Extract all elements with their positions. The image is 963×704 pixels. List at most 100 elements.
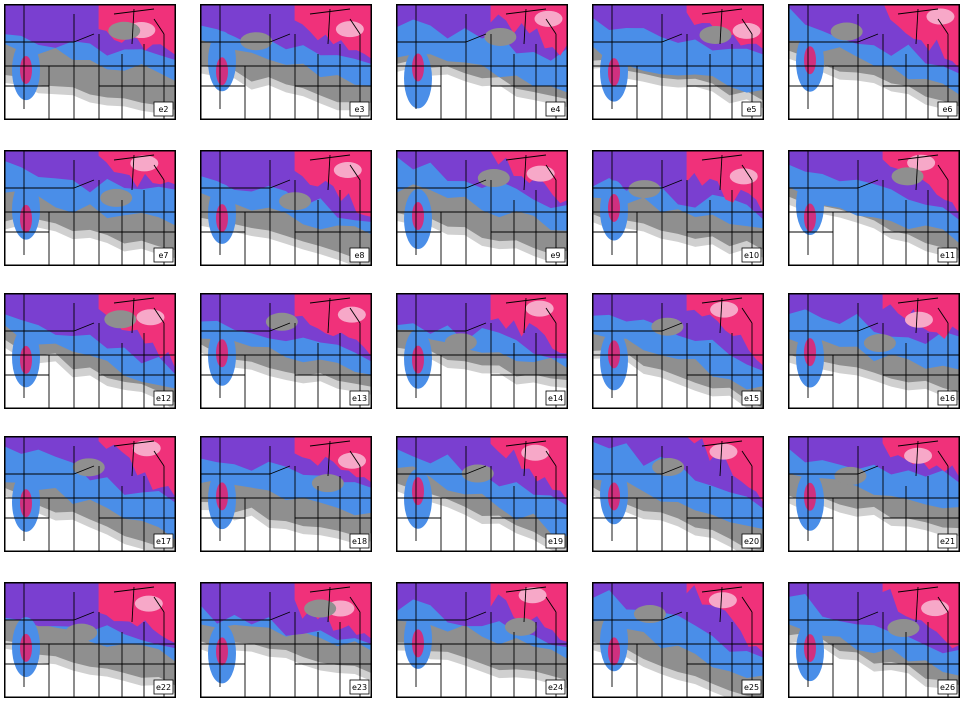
border-line	[269, 611, 291, 621]
gray-blob	[628, 180, 661, 199]
gray-blob	[504, 617, 537, 636]
gray-blob	[65, 623, 98, 642]
border-line	[73, 322, 95, 332]
west-pink-spot	[20, 489, 32, 518]
map: e25	[592, 582, 764, 698]
pink-area	[686, 582, 764, 653]
gray-blob	[863, 334, 896, 353]
panel-frame	[788, 436, 960, 552]
panel-frame	[396, 293, 568, 409]
panel-frame	[200, 293, 372, 409]
map: e18	[200, 436, 372, 552]
map: e15	[592, 293, 764, 409]
gray-blob	[699, 25, 732, 44]
state-borders	[200, 293, 372, 409]
map-panel: e15	[592, 293, 766, 411]
map: e19	[396, 436, 568, 552]
border-line	[327, 297, 331, 334]
label-box	[545, 533, 566, 549]
border-line	[73, 179, 95, 189]
label-box	[153, 679, 174, 695]
border-line	[545, 307, 557, 324]
light-pink-spot	[926, 8, 955, 25]
label-box	[349, 101, 370, 117]
map: e26	[788, 582, 960, 698]
map-panel: e26	[788, 582, 962, 700]
west-pink-spot	[216, 637, 228, 666]
gray-blob	[652, 458, 685, 477]
border-line	[269, 33, 291, 43]
member-label: e20	[744, 537, 759, 546]
state-borders	[200, 436, 372, 552]
map-panel: e11	[788, 150, 962, 268]
border-line	[741, 164, 753, 181]
border-line	[915, 154, 919, 191]
panel-frame	[592, 4, 764, 120]
west-pink-spot	[20, 345, 32, 374]
border-line	[915, 440, 919, 477]
state-borders	[396, 150, 568, 266]
west-pink-spot	[412, 477, 424, 506]
panel-frame	[592, 293, 764, 409]
map: e11	[788, 150, 960, 266]
map-panel: e5	[592, 4, 766, 122]
border-line	[719, 8, 723, 45]
label-box	[545, 247, 566, 263]
west-pink-spot	[20, 204, 32, 233]
border-line	[523, 8, 527, 45]
map: e21	[788, 436, 960, 552]
map-panel: e8	[200, 150, 374, 268]
border-line	[741, 18, 753, 35]
light-pink-spot	[525, 300, 554, 317]
state-borders	[788, 582, 960, 698]
west-pink-spot	[412, 629, 424, 658]
border-line	[153, 596, 165, 613]
member-label: e13	[352, 394, 367, 403]
map-panel: e25	[592, 582, 766, 700]
light-pink-spot	[337, 452, 366, 469]
border-line	[523, 586, 527, 623]
border-line	[937, 307, 949, 324]
border-line	[661, 611, 683, 621]
light-pink-spot	[904, 447, 933, 464]
border-line	[131, 154, 135, 191]
state-borders	[396, 436, 568, 552]
gray-blob	[651, 317, 684, 336]
border-line	[131, 8, 135, 45]
panel-frame	[788, 582, 960, 698]
map-panel: e22	[4, 582, 178, 700]
panel-frame	[788, 150, 960, 266]
gray-blob	[830, 22, 863, 41]
panel-frame	[4, 150, 176, 266]
border-line	[269, 465, 291, 475]
border-line	[153, 307, 165, 324]
member-label: e15	[744, 394, 759, 403]
map-panel: e7	[4, 150, 178, 268]
label-box	[937, 390, 958, 406]
member-label: e23	[352, 683, 367, 692]
state-borders	[396, 582, 568, 698]
west-pink-spot	[804, 46, 816, 75]
map: e12	[4, 293, 176, 409]
border-line	[937, 18, 949, 35]
map: e10	[592, 150, 764, 266]
border-line	[523, 440, 527, 477]
state-borders	[788, 293, 960, 409]
map: e14	[396, 293, 568, 409]
panel-frame	[200, 150, 372, 266]
border-line	[465, 611, 487, 621]
member-label: e12	[156, 394, 171, 403]
border-line	[465, 465, 487, 475]
border-line	[131, 297, 135, 334]
light-pink-spot	[709, 443, 738, 460]
border-line	[915, 586, 919, 623]
gray-blob	[887, 619, 920, 638]
member-label: e8	[354, 251, 364, 260]
west-pink-spot	[608, 637, 620, 666]
border-line	[131, 440, 135, 477]
border-line	[349, 164, 361, 181]
member-label: e3	[354, 105, 364, 114]
pink-area	[294, 4, 372, 60]
light-pink-spot	[333, 162, 362, 179]
label-box	[153, 247, 174, 263]
